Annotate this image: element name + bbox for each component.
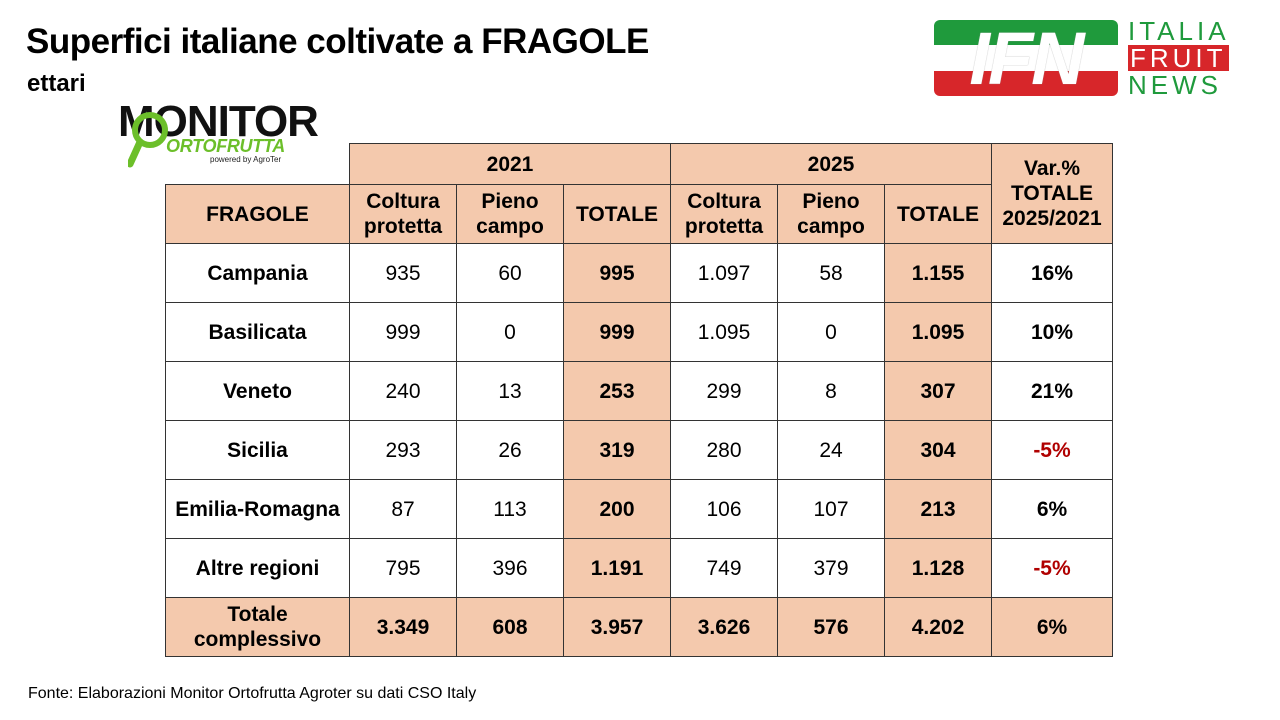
- value-cell: 106: [670, 479, 778, 539]
- monitor-logo-powered: powered by AgroTer: [210, 155, 282, 164]
- value-cell: 0: [456, 302, 564, 362]
- value-cell: 107: [777, 479, 885, 539]
- column-header: Pieno campo: [777, 184, 885, 244]
- value-cell: 576: [777, 597, 885, 657]
- value-cell: 113: [456, 479, 564, 539]
- row-header-fragole: FRAGOLE: [165, 184, 350, 244]
- value-cell: 280: [670, 420, 778, 480]
- table-row: Altre regioni 795 396 1.191 749 379 1.128 -5%: [165, 538, 1113, 598]
- variation-cell: 21%: [991, 361, 1113, 421]
- value-cell: 749: [670, 538, 778, 598]
- ifn-word-fruit: FRUIT: [1128, 43, 1229, 73]
- value-cell: 8: [777, 361, 885, 421]
- region-label: Campania: [165, 243, 350, 303]
- value-cell: 24: [777, 420, 885, 480]
- table-row: Basilicata 999 0 999 1.095 0 1.095 10%: [165, 302, 1113, 362]
- column-header: Coltura protetta: [670, 184, 778, 244]
- value-cell: 1.155: [884, 243, 992, 303]
- table-row: Sicilia 293 26 319 280 24 304 -5%: [165, 420, 1113, 480]
- ifn-badge-letters: IFN: [969, 20, 1084, 96]
- variation-cell: 6%: [991, 597, 1113, 657]
- region-label: Basilicata: [165, 302, 350, 362]
- value-cell: 253: [563, 361, 671, 421]
- value-cell: 3.957: [563, 597, 671, 657]
- region-label: Emilia-Romagna: [165, 479, 350, 539]
- subheader-row: FRAGOLE Coltura protetta Pieno campo TOTAL…: [165, 184, 1113, 244]
- column-header: TOTALE: [563, 184, 671, 244]
- value-cell: 319: [563, 420, 671, 480]
- value-cell: 379: [777, 538, 885, 598]
- year-header-2025: 2025: [670, 143, 992, 185]
- region-label: Totale complessivo: [165, 597, 350, 657]
- value-cell: 1.191: [563, 538, 671, 598]
- monitor-logo-word: MONITOR: [118, 97, 319, 146]
- value-cell: 200: [563, 479, 671, 539]
- variation-cell: 16%: [991, 243, 1113, 303]
- total-row: Totale complessivo 3.349 608 3.957 3.626 576 4…: [165, 597, 1113, 657]
- value-cell: 0: [777, 302, 885, 362]
- ifn-logo: IFN ITALIA FRUIT NEWS: [934, 18, 1244, 100]
- table-row: Veneto 240 13 253 299 8 307 21%: [165, 361, 1113, 421]
- value-cell: 60: [456, 243, 564, 303]
- value-cell: 1.095: [884, 302, 992, 362]
- region-label: Sicilia: [165, 420, 350, 480]
- monitor-logo-sub: ORTOFRUTTA: [166, 136, 285, 156]
- monitor-ortofrutta-logo: MONITOR ORTOFRUTTA powered by AgroTer: [118, 100, 350, 170]
- ifn-word-italia: ITALIA: [1128, 16, 1230, 46]
- magnifier-icon: [128, 112, 168, 168]
- variation-cell: 10%: [991, 302, 1113, 362]
- value-cell: 3.349: [349, 597, 457, 657]
- source-note: Fonte: Elaborazioni Monitor Ortofrutta A…: [28, 685, 477, 702]
- value-cell: 307: [884, 361, 992, 421]
- value-cell: 299: [670, 361, 778, 421]
- ifn-wordmark: ITALIA FRUIT NEWS: [1128, 18, 1230, 98]
- variation-cell: -5%: [991, 538, 1113, 598]
- value-cell: 1.128: [884, 538, 992, 598]
- value-cell: 999: [349, 302, 457, 362]
- page-title: Superfici italiane coltivate a FRAGOLE: [26, 22, 649, 61]
- value-cell: 795: [349, 538, 457, 598]
- value-cell: 58: [777, 243, 885, 303]
- region-label: Altre regioni: [165, 538, 350, 598]
- value-cell: 995: [563, 243, 671, 303]
- value-cell: 396: [456, 538, 564, 598]
- variation-cell: 6%: [991, 479, 1113, 539]
- table-row: Campania 935 60 995 1.097 58 1.155 16%: [165, 243, 1113, 303]
- ifn-word-news: NEWS: [1128, 70, 1222, 100]
- year-header-2021: 2021: [349, 143, 671, 185]
- value-cell: 87: [349, 479, 457, 539]
- value-cell: 4.202: [884, 597, 992, 657]
- value-cell: 1.095: [670, 302, 778, 362]
- value-cell: 240: [349, 361, 457, 421]
- column-header: Pieno campo: [456, 184, 564, 244]
- value-cell: 3.626: [670, 597, 778, 657]
- column-header: Coltura protetta: [349, 184, 457, 244]
- region-label: Veneto: [165, 361, 350, 421]
- value-cell: 999: [563, 302, 671, 362]
- value-cell: 1.097: [670, 243, 778, 303]
- variation-cell: -5%: [991, 420, 1113, 480]
- fragole-table: 2021 2025 Var.% TOTALE 2025/2021 FRAGOLE…: [165, 143, 1113, 657]
- table-row: Emilia-Romagna 87 113 200 106 107 213 6%: [165, 479, 1113, 539]
- value-cell: 293: [349, 420, 457, 480]
- var-header: Var.% TOTALE 2025/2021: [991, 143, 1113, 244]
- ifn-badge: IFN: [934, 20, 1118, 96]
- unit-subtitle: ettari: [27, 70, 86, 97]
- value-cell: 13: [456, 361, 564, 421]
- value-cell: 26: [456, 420, 564, 480]
- column-header: TOTALE: [884, 184, 992, 244]
- value-cell: 213: [884, 479, 992, 539]
- value-cell: 304: [884, 420, 992, 480]
- value-cell: 935: [349, 243, 457, 303]
- value-cell: 608: [456, 597, 564, 657]
